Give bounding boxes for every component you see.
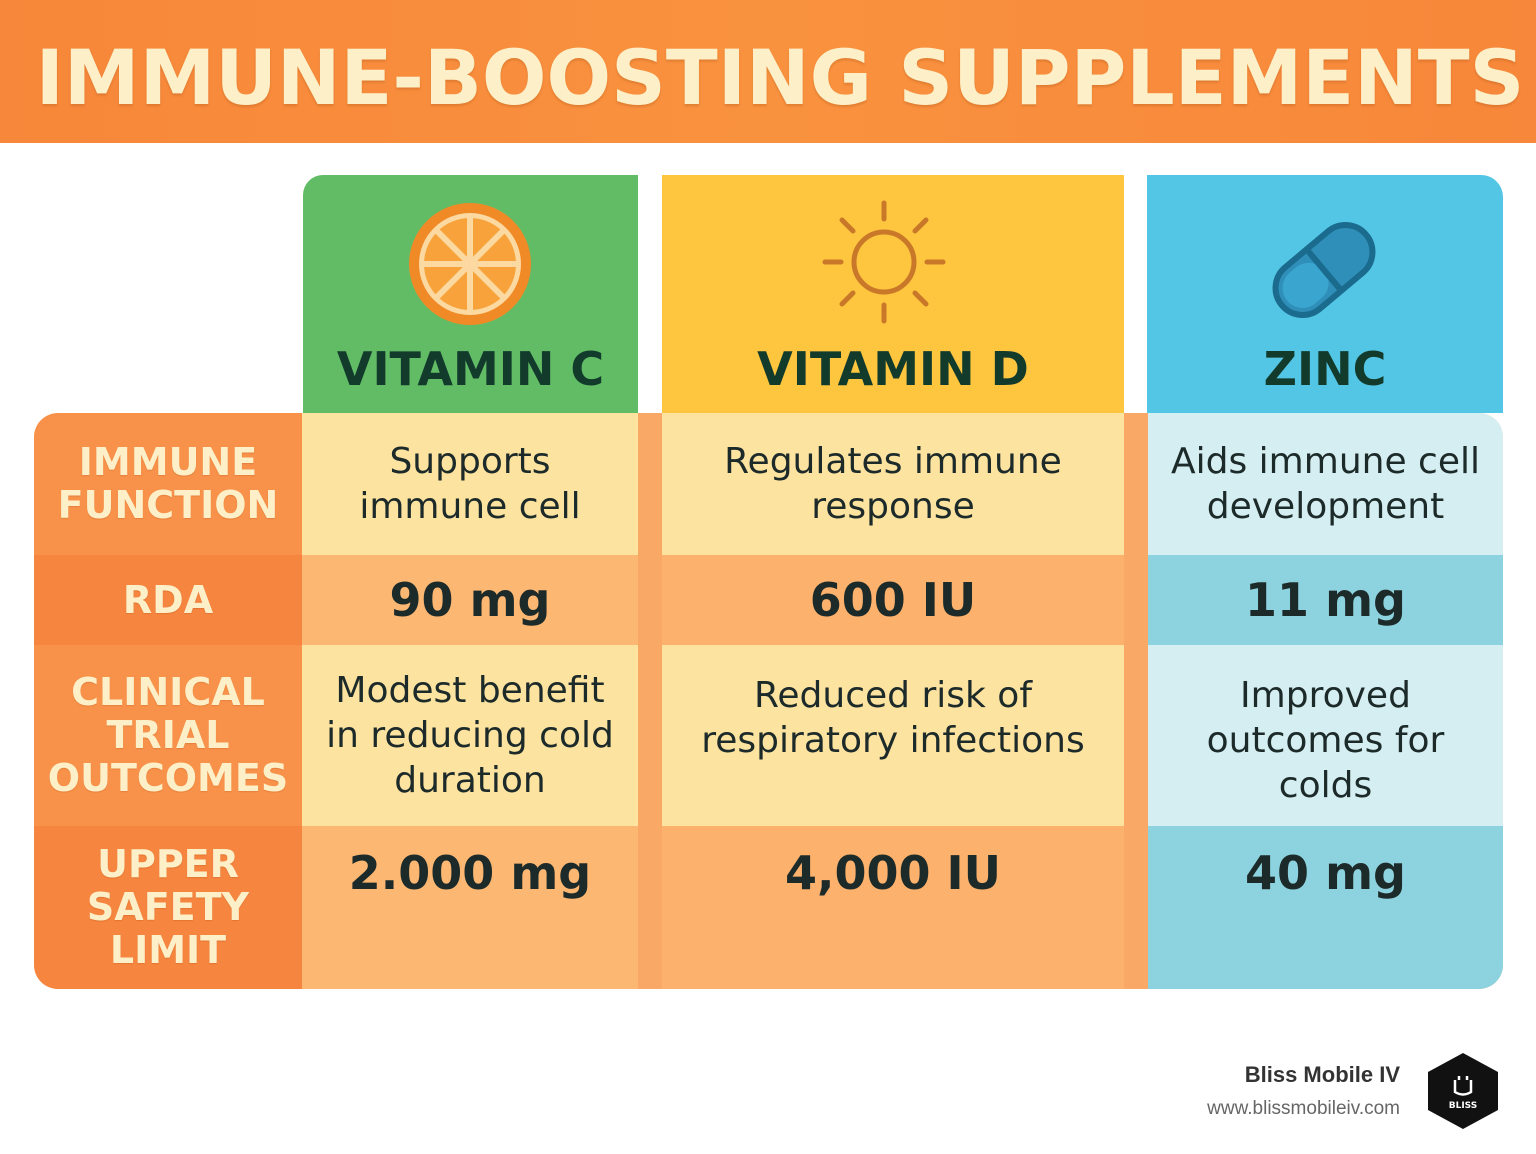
row-label-upper-safety-limit: UPPER SAFETY LIMIT <box>34 826 302 989</box>
column-name: VITAMIN D <box>757 342 1029 396</box>
header-vitamin-c: VITAMIN C <box>303 175 638 413</box>
row-label-rda: RDA <box>34 555 302 645</box>
title-banner: IMMUNE-BOOSTING SUPPLEMENTS <box>0 0 1536 143</box>
row-label-clinical-trial-outcomes: CLINICAL TRIAL OUTCOMES <box>34 645 302 826</box>
brand-url: www.blissmobileiv.com <box>1207 1098 1400 1119</box>
sun-icon <box>822 200 946 324</box>
header-zinc: ZINC <box>1147 175 1503 413</box>
zinc-rda: 11 mg <box>1148 555 1503 645</box>
vitc-immune-function: Supports immune cell <box>302 413 638 555</box>
zinc-upper-limit: 40 mg <box>1148 826 1503 989</box>
zinc-immune-function: Aids immune cell development <box>1148 413 1503 555</box>
vitd-upper-limit: 4,000 IU <box>662 826 1124 989</box>
orange-slice-icon <box>409 203 531 325</box>
comparison-table: IMMUNE FUNCTION RDA CLINICAL TRIAL OUTCO… <box>34 413 1503 989</box>
zinc-clinical-outcomes: Improved outcomes for colds <box>1148 645 1503 826</box>
vitc-rda: 90 mg <box>302 555 638 645</box>
row-label-immune-function: IMMUNE FUNCTION <box>34 413 302 555</box>
page-title: IMMUNE-BOOSTING SUPPLEMENTS <box>35 33 1525 122</box>
svg-text:BLISS: BLISS <box>1449 1101 1478 1111</box>
column-divider <box>638 413 662 989</box>
vitd-clinical-outcomes: Reduced risk of respiratory infections <box>662 645 1124 826</box>
vitd-immune-function: Regulates immune response <box>662 413 1124 555</box>
vitd-rda: 600 IU <box>662 555 1124 645</box>
capsule-icon <box>1272 222 1376 318</box>
bliss-logo-icon: BLISS <box>1428 1053 1498 1129</box>
vitc-upper-limit: 2.000 mg <box>302 826 638 989</box>
vitc-clinical-outcomes: Modest benefit in reducing cold duration <box>302 645 638 826</box>
column-name: VITAMIN C <box>336 342 605 396</box>
brand-name: Bliss Mobile IV <box>1244 1062 1400 1087</box>
column-name: ZINC <box>1263 342 1387 396</box>
header-vitamin-d: VITAMIN D <box>662 175 1124 413</box>
column-divider <box>1124 413 1148 989</box>
